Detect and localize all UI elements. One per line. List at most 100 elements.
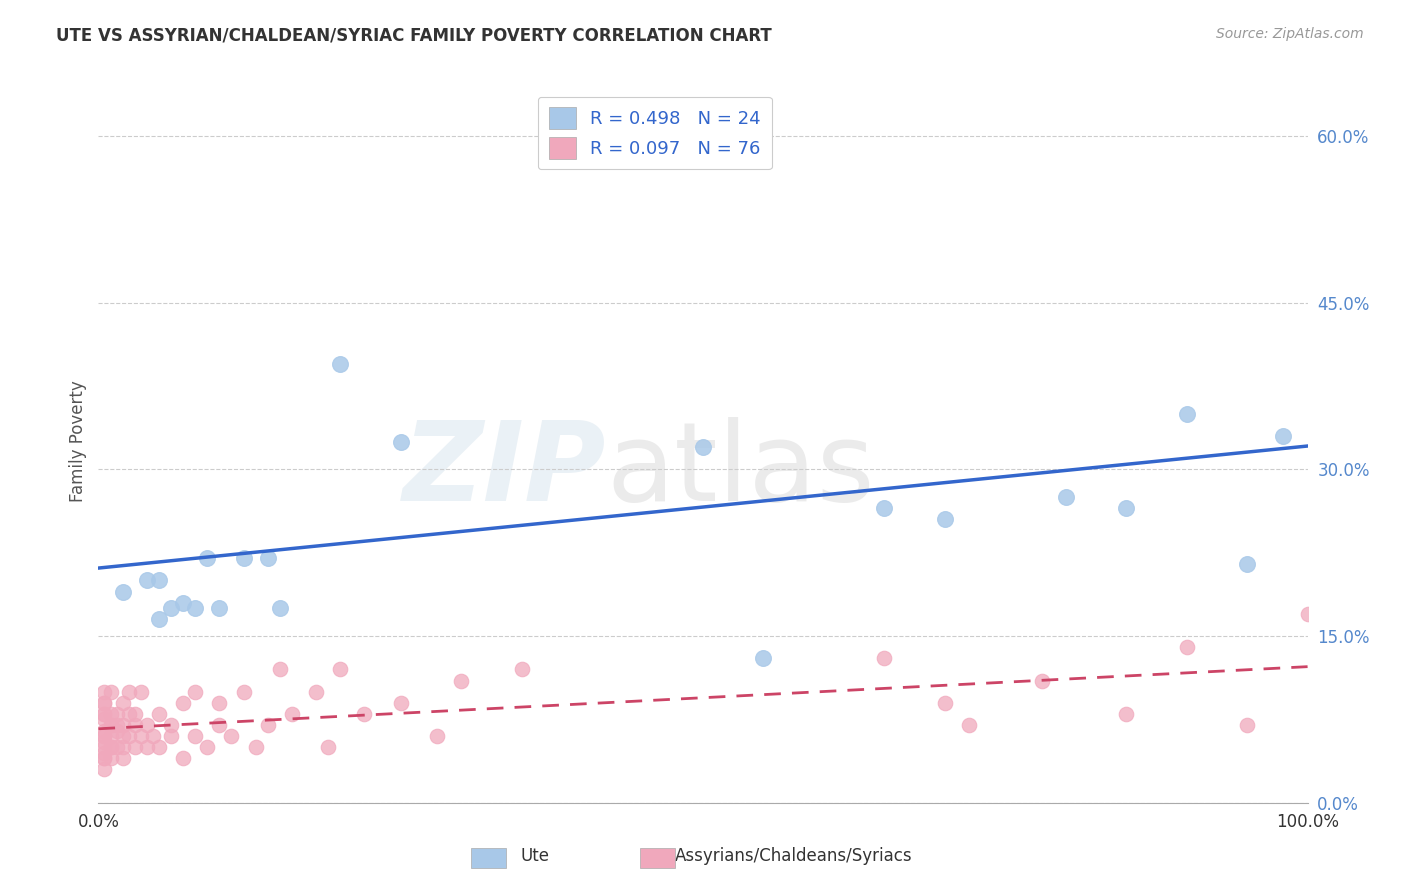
- Point: [208, 696, 231, 710]
- Point: [1115, 706, 1137, 721]
- Point: [111, 718, 134, 732]
- Point: [105, 740, 128, 755]
- Point: [93, 713, 115, 727]
- Point: [100, 729, 122, 743]
- Point: [269, 601, 291, 615]
- Point: [450, 673, 472, 688]
- Point: [329, 662, 352, 676]
- Point: [100, 740, 122, 755]
- Point: [111, 751, 134, 765]
- Point: [1236, 557, 1258, 571]
- Point: [353, 706, 375, 721]
- Point: [135, 740, 157, 755]
- Point: [142, 729, 165, 743]
- Point: [1031, 673, 1053, 688]
- Point: [100, 718, 122, 732]
- Point: [873, 501, 896, 516]
- Point: [389, 434, 412, 449]
- Point: [752, 651, 775, 665]
- Text: Assyrians/Chaldeans/Syriacs: Assyrians/Chaldeans/Syriacs: [675, 847, 912, 865]
- Point: [957, 718, 980, 732]
- Point: [1296, 607, 1319, 621]
- Point: [148, 706, 170, 721]
- Point: [934, 512, 956, 526]
- Point: [256, 718, 278, 732]
- Point: [93, 751, 115, 765]
- Point: [105, 718, 128, 732]
- Point: [426, 729, 449, 743]
- Point: [129, 729, 152, 743]
- Y-axis label: Family Poverty: Family Poverty: [69, 381, 87, 502]
- Point: [100, 751, 122, 765]
- Point: [305, 684, 328, 698]
- Point: [389, 696, 412, 710]
- Point: [111, 584, 134, 599]
- Point: [172, 751, 194, 765]
- Point: [510, 662, 533, 676]
- Point: [160, 718, 183, 732]
- Point: [692, 440, 714, 454]
- Point: [93, 723, 115, 738]
- Point: [160, 729, 183, 743]
- Point: [316, 740, 339, 755]
- Point: [93, 734, 115, 748]
- Point: [100, 706, 122, 721]
- Point: [100, 718, 122, 732]
- Point: [93, 751, 115, 765]
- Point: [100, 684, 122, 698]
- Point: [148, 574, 170, 588]
- Point: [118, 706, 141, 721]
- Point: [93, 746, 115, 760]
- Point: [124, 740, 146, 755]
- Point: [100, 740, 122, 755]
- Point: [232, 684, 254, 698]
- Point: [1272, 429, 1295, 443]
- Point: [208, 601, 231, 615]
- Point: [93, 706, 115, 721]
- Point: [281, 706, 304, 721]
- Point: [93, 740, 115, 755]
- Point: [129, 684, 152, 698]
- Point: [93, 684, 115, 698]
- Point: [184, 601, 207, 615]
- Point: [93, 696, 115, 710]
- Point: [148, 740, 170, 755]
- Point: [644, 118, 666, 132]
- Point: [269, 662, 291, 676]
- Point: [184, 684, 207, 698]
- Point: [172, 696, 194, 710]
- Point: [1054, 490, 1077, 504]
- Point: [160, 601, 183, 615]
- Point: [1175, 407, 1198, 421]
- Point: [232, 551, 254, 566]
- Point: [148, 612, 170, 626]
- Point: [329, 357, 352, 371]
- Point: [1175, 640, 1198, 655]
- Legend: R = 0.498   N = 24, R = 0.097   N = 76: R = 0.498 N = 24, R = 0.097 N = 76: [537, 96, 772, 169]
- Point: [221, 729, 243, 743]
- Point: [245, 740, 267, 755]
- Point: [93, 706, 115, 721]
- Point: [93, 729, 115, 743]
- Point: [111, 729, 134, 743]
- Point: [208, 718, 231, 732]
- Text: ZIP: ZIP: [402, 417, 606, 524]
- Text: atlas: atlas: [606, 417, 875, 524]
- Point: [111, 740, 134, 755]
- Point: [93, 696, 115, 710]
- Point: [93, 763, 115, 777]
- Point: [118, 684, 141, 698]
- Point: [105, 723, 128, 738]
- Text: Source: ZipAtlas.com: Source: ZipAtlas.com: [1216, 27, 1364, 41]
- Point: [195, 740, 218, 755]
- Point: [1115, 501, 1137, 516]
- Point: [135, 574, 157, 588]
- Text: Ute: Ute: [520, 847, 550, 865]
- Point: [934, 696, 956, 710]
- Point: [124, 706, 146, 721]
- Point: [256, 551, 278, 566]
- Text: UTE VS ASSYRIAN/CHALDEAN/SYRIAC FAMILY POVERTY CORRELATION CHART: UTE VS ASSYRIAN/CHALDEAN/SYRIAC FAMILY P…: [56, 27, 772, 45]
- Point: [1236, 718, 1258, 732]
- Point: [118, 729, 141, 743]
- Point: [873, 651, 896, 665]
